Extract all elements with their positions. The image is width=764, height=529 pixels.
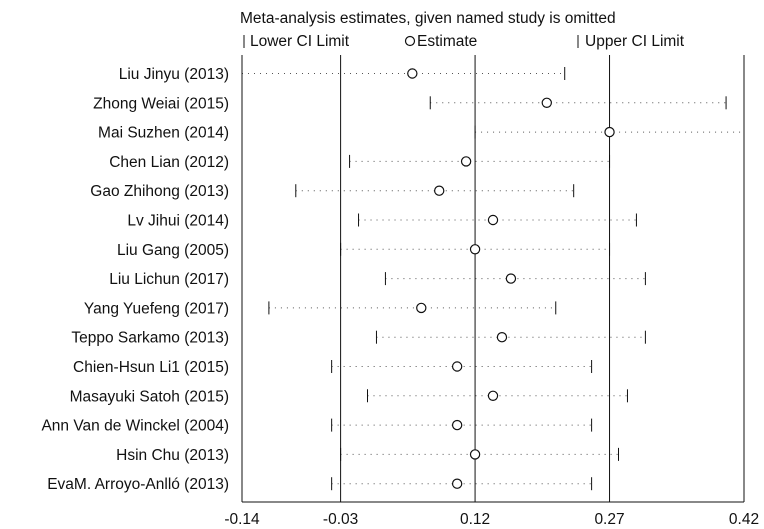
legend-estimate-marker — [404, 35, 416, 47]
estimate-marker — [434, 185, 445, 196]
estimate-marker — [451, 478, 463, 489]
study-row: Yang Yuefeng (2017) — [84, 300, 557, 317]
study-label: EvaM. Arroyo-Anlló (2013) — [47, 476, 229, 493]
x-axis-ticks: -0.14 -0.03 0.12 0.27 0.42 — [224, 511, 759, 528]
study-row: Hsin Chu (2013) — [116, 447, 619, 464]
estimate-marker — [541, 97, 552, 109]
study-label: Hsin Chu (2013) — [116, 447, 229, 464]
estimate-marker — [469, 244, 481, 255]
study-row: Gao Zhihong (2013) — [90, 183, 575, 200]
study-row: Teppo Sarkamo (2013) — [71, 330, 646, 347]
study-row: Mai Suzhen (2014) — [98, 125, 745, 142]
study-label: Liu Gang (2005) — [117, 242, 229, 259]
study-label: Teppo Sarkamo (2013) — [71, 330, 229, 347]
x-tick-label: -0.03 — [323, 511, 358, 528]
study-row: Lv Jihui (2014) — [127, 213, 637, 230]
x-tick-label: 0.27 — [594, 511, 624, 528]
study-row: Chien-Hsun Li1 (2015) — [73, 359, 593, 376]
study-label: Mai Suzhen (2014) — [98, 125, 229, 142]
study-label: Liu Lichun (2017) — [109, 271, 229, 288]
x-tick-label: -0.14 — [224, 511, 260, 528]
chart-title: Meta-analysis estimates, given named stu… — [240, 10, 616, 27]
study-row: Masayuki Satoh (2015) — [70, 388, 628, 405]
estimate-marker — [469, 449, 481, 460]
estimate-marker — [451, 419, 463, 431]
x-tick-label: 0.12 — [460, 511, 490, 528]
study-label: Liu Jinyu (2013) — [119, 66, 229, 83]
estimate-marker — [416, 302, 427, 314]
estimate-marker — [460, 156, 472, 167]
study-row: Liu Lichun (2017) — [109, 271, 646, 288]
study-label: Chien-Hsun Li1 (2015) — [73, 359, 229, 376]
study-label: Ann Van de Winckel (2004) — [41, 418, 229, 435]
estimate-marker — [505, 273, 517, 284]
estimate-marker — [407, 68, 418, 79]
study-row: Liu Gang (2005) — [117, 242, 611, 259]
study-label: Lv Jihui (2014) — [127, 213, 229, 230]
estimate-marker — [604, 126, 615, 138]
estimate-marker — [451, 361, 463, 372]
x-tick-label: 0.42 — [729, 511, 759, 528]
study-row: Ann Van de Winckel (2004) — [41, 418, 593, 435]
estimate-marker — [496, 332, 508, 343]
estimate-marker — [487, 214, 499, 226]
study-label: Masayuki Satoh (2015) — [70, 388, 229, 405]
study-row: Zhong Weiai (2015) — [93, 95, 727, 112]
study-rows: Liu Jinyu (2013) Zhong Weiai (2015) Mai Su… — [41, 66, 745, 493]
legend-estimate-label: Estimate — [417, 33, 477, 50]
study-row: Liu Jinyu (2013) — [119, 66, 566, 83]
study-label: Chen Lian (2012) — [109, 154, 229, 171]
study-row: Chen Lian (2012) — [109, 154, 611, 171]
legend-lower-label: Lower CI Limit — [250, 33, 350, 50]
study-label: Yang Yuefeng (2017) — [84, 300, 229, 317]
reference-lines — [340, 55, 611, 502]
study-label: Gao Zhihong (2013) — [90, 183, 229, 200]
study-label: Zhong Weiai (2015) — [93, 95, 229, 112]
legend: Lower CI Limit Estimate Upper CI Limit — [243, 33, 685, 50]
estimate-marker — [487, 390, 499, 401]
plot-area — [241, 55, 745, 503]
study-row: EvaM. Arroyo-Anlló (2013) — [47, 476, 593, 493]
legend-upper-label: Upper CI Limit — [585, 33, 685, 50]
